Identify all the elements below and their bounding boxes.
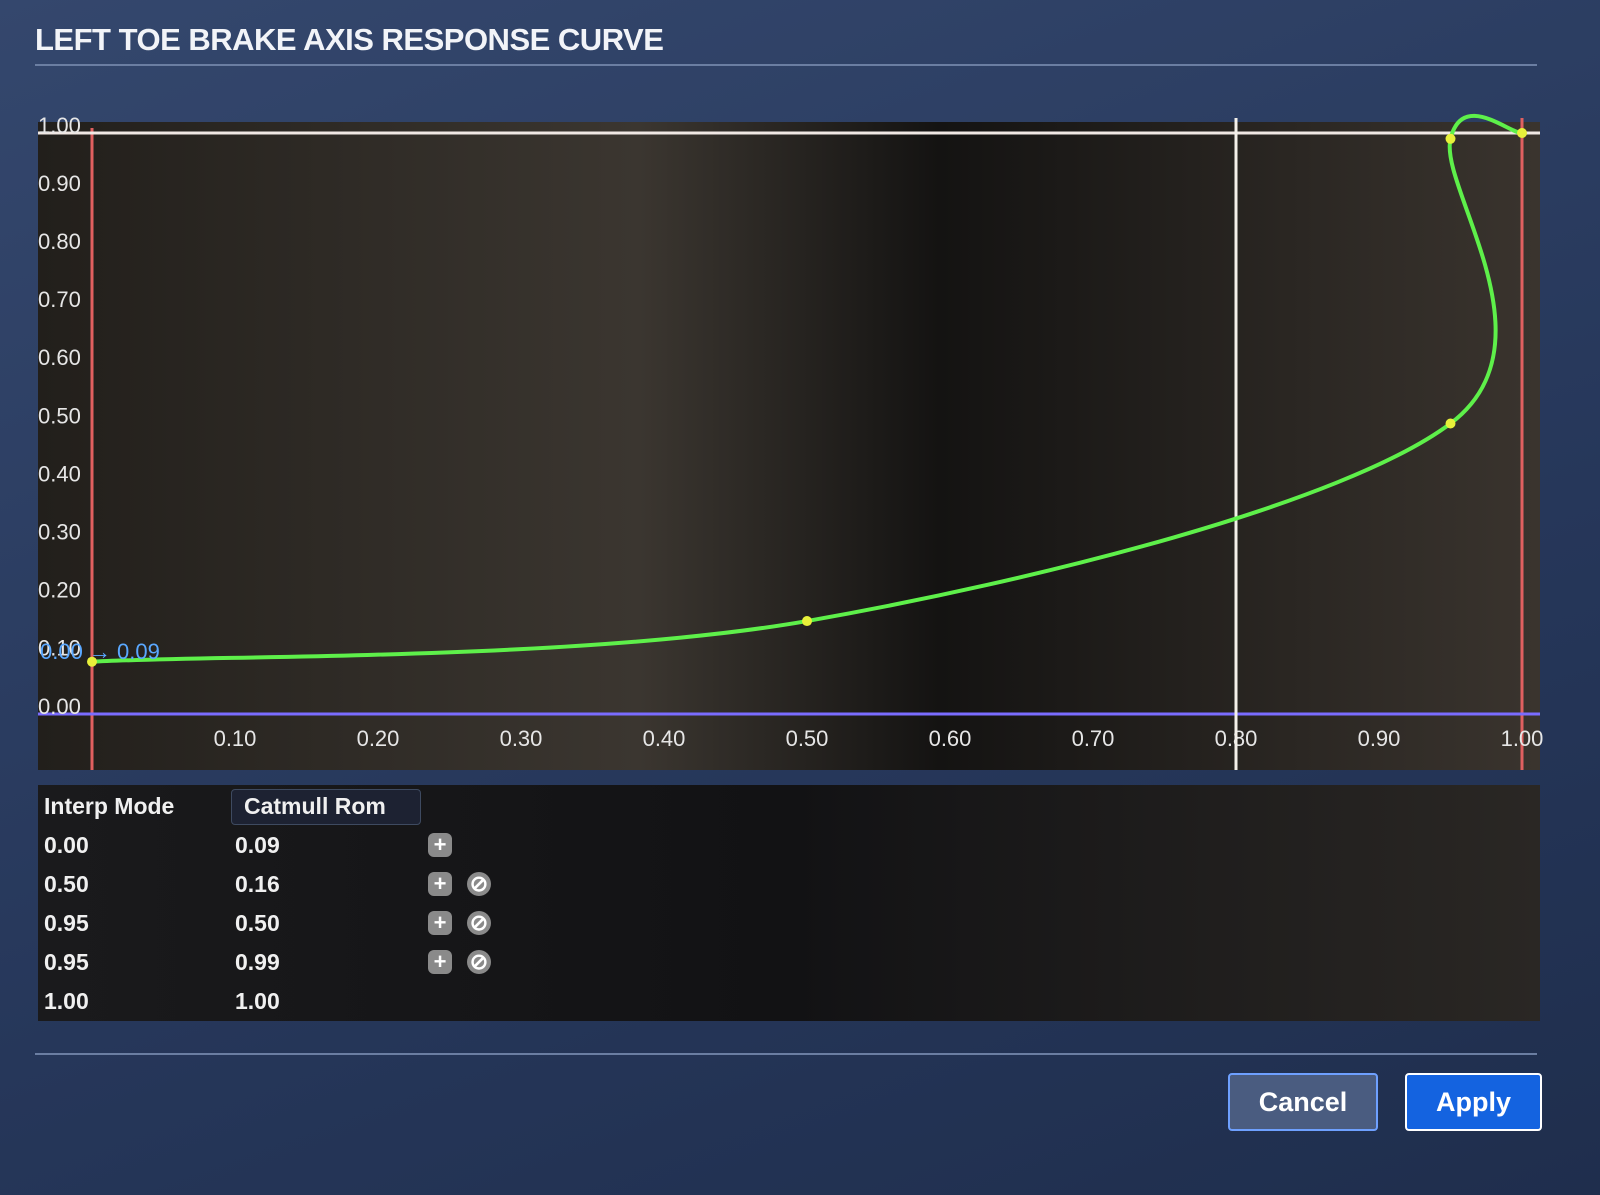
response-curve xyxy=(91,114,1523,664)
row-x: 1.00 xyxy=(44,988,89,1014)
x-tick-label: 0.50 xyxy=(786,726,829,751)
table-header: Interp Mode xyxy=(44,793,175,819)
control-point xyxy=(802,616,812,627)
remove-point[interactable]: ⊘ xyxy=(467,950,491,974)
apply-button[interactable]: Apply xyxy=(1405,1073,1542,1131)
x-tick-label: 0.40 xyxy=(643,726,686,751)
row-x[interactable]: 0.50 xyxy=(44,871,89,897)
y-tick-label: 0.50 xyxy=(38,403,81,428)
remove-point[interactable]: ⊘ xyxy=(467,911,491,935)
row-y[interactable]: 0.16 xyxy=(235,871,280,897)
y-tick-label: 0.20 xyxy=(38,578,81,603)
row-y[interactable]: 0.09 xyxy=(235,832,280,858)
y-tick-label: 0.10 xyxy=(38,636,81,661)
x-tick-label: 0.70 xyxy=(1072,726,1115,751)
y-tick-label: 0.30 xyxy=(38,520,81,545)
x-tick-label: 0.20 xyxy=(357,726,400,751)
control-point xyxy=(1445,418,1456,429)
divider xyxy=(35,1053,1537,1055)
row-x[interactable]: 0.95 xyxy=(44,949,89,975)
x-tick-label: 0.10 xyxy=(214,726,257,751)
y-tick-label: 0.40 xyxy=(38,461,81,486)
divider xyxy=(35,64,1537,66)
add-point[interactable]: + xyxy=(428,872,452,896)
x-tick-label: 1.00 xyxy=(1501,726,1544,751)
cancel-button[interactable]: Cancel xyxy=(1228,1073,1378,1131)
add-point[interactable]: + xyxy=(428,911,452,935)
row-y[interactable]: 0.50 xyxy=(235,910,280,936)
chart: 0.00 0.10 0.20 0.30 0.40 0.50 0.60 0.70 0.80 0.90… xyxy=(38,113,1544,770)
row-x: 0.00 xyxy=(44,832,89,858)
y-tick-label: 0.00 xyxy=(38,694,81,719)
plot-background xyxy=(38,122,1540,770)
remove-point[interactable]: ⊘ xyxy=(467,872,491,896)
y-tick-label: 1.00 xyxy=(38,113,81,138)
x-tick-label: 0.30 xyxy=(500,726,543,751)
add-point[interactable]: + xyxy=(428,833,452,857)
dropdown-value[interactable]: Catmull Rom xyxy=(244,793,386,819)
control-point xyxy=(1517,128,1527,138)
y-tick-label: 0.70 xyxy=(38,287,81,312)
dialog-title: LEFT TOE BRAKE AXIS RESPONSE CURVE xyxy=(35,22,664,57)
y-tick-label: 0.90 xyxy=(38,171,81,196)
x-tick-label: 0.90 xyxy=(1358,726,1401,751)
row-y: 1.00 xyxy=(235,988,280,1014)
control-point xyxy=(1445,133,1456,144)
annotation: 0.00 → 0.09 xyxy=(40,639,160,664)
interp-dropdown[interactable] xyxy=(231,789,421,825)
y-tick-label: 0.80 xyxy=(38,229,81,254)
row-y[interactable]: 0.99 xyxy=(235,949,280,975)
y-tick-label: 0.60 xyxy=(38,345,81,370)
points-table: Interp Mode Catmull Rom 0.00 0.09 + 0.50… xyxy=(38,785,1540,1021)
x-tick-label: 0.60 xyxy=(929,726,972,751)
add-point[interactable]: + xyxy=(428,950,452,974)
control-point xyxy=(87,656,97,667)
row-x[interactable]: 0.95 xyxy=(44,910,89,936)
